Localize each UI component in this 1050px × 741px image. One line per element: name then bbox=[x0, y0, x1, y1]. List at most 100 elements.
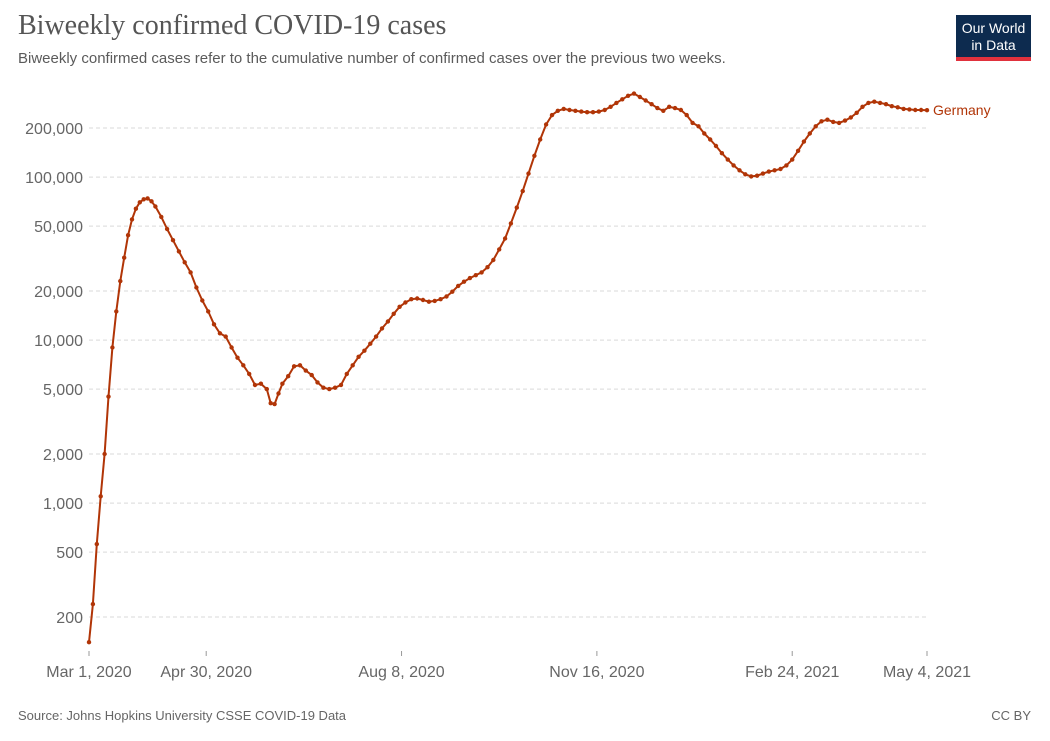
data-point[interactable] bbox=[866, 100, 871, 106]
data-point[interactable] bbox=[86, 640, 92, 645]
data-point[interactable] bbox=[538, 137, 543, 142]
data-point[interactable] bbox=[883, 102, 889, 107]
data-point[interactable] bbox=[211, 322, 217, 327]
data-point[interactable] bbox=[901, 106, 906, 112]
data-point[interactable] bbox=[118, 278, 123, 284]
data-point[interactable] bbox=[403, 300, 408, 305]
data-point[interactable] bbox=[637, 94, 643, 100]
data-point[interactable] bbox=[94, 541, 100, 547]
data-point[interactable] bbox=[137, 200, 142, 205]
data-point[interactable] bbox=[497, 247, 502, 252]
data-point[interactable] bbox=[373, 334, 379, 339]
data-point[interactable] bbox=[860, 104, 865, 110]
data-point[interactable] bbox=[895, 105, 900, 110]
data-point[interactable] bbox=[502, 236, 508, 241]
data-point[interactable] bbox=[303, 368, 308, 373]
data-point[interactable] bbox=[379, 326, 385, 331]
data-point[interactable] bbox=[385, 319, 391, 324]
data-point[interactable] bbox=[106, 394, 111, 399]
data-point[interactable] bbox=[444, 294, 449, 299]
data-point[interactable] bbox=[315, 380, 320, 385]
data-point[interactable] bbox=[573, 108, 578, 114]
data-point[interactable] bbox=[247, 371, 252, 377]
data-point[interactable] bbox=[102, 451, 107, 457]
data-point[interactable] bbox=[327, 386, 332, 392]
data-point[interactable] bbox=[790, 157, 795, 162]
data-point[interactable] bbox=[924, 108, 930, 113]
data-point[interactable] bbox=[526, 171, 531, 176]
data-point[interactable] bbox=[713, 143, 719, 149]
data-point[interactable] bbox=[514, 205, 519, 210]
data-point[interactable] bbox=[252, 382, 258, 388]
data-point[interactable] bbox=[836, 120, 842, 126]
data-point[interactable] bbox=[567, 107, 572, 113]
data-point[interactable] bbox=[149, 199, 154, 204]
data-point[interactable] bbox=[368, 341, 373, 346]
data-point[interactable] bbox=[772, 168, 777, 173]
data-point[interactable] bbox=[661, 108, 666, 114]
data-point[interactable] bbox=[473, 273, 478, 278]
data-point[interactable] bbox=[432, 298, 437, 304]
data-point[interactable] bbox=[280, 381, 285, 386]
data-point[interactable] bbox=[297, 363, 303, 368]
data-point[interactable] bbox=[450, 289, 455, 294]
data-point[interactable] bbox=[532, 153, 537, 158]
data-point[interactable] bbox=[678, 107, 684, 113]
data-point[interactable] bbox=[391, 311, 396, 316]
data-point[interactable] bbox=[508, 221, 514, 226]
series-label-germany[interactable]: Germany bbox=[933, 102, 991, 118]
data-point[interactable] bbox=[90, 601, 96, 607]
data-point[interactable] bbox=[217, 331, 223, 336]
data-point[interactable] bbox=[754, 173, 760, 178]
data-point[interactable] bbox=[420, 297, 426, 303]
data-point[interactable] bbox=[397, 304, 402, 309]
data-point[interactable] bbox=[415, 296, 420, 301]
data-point[interactable] bbox=[291, 364, 297, 369]
data-point[interactable] bbox=[590, 110, 596, 115]
data-point[interactable] bbox=[620, 97, 625, 102]
data-point[interactable] bbox=[719, 151, 725, 156]
data-point[interactable] bbox=[848, 115, 853, 120]
data-point[interactable] bbox=[655, 105, 660, 111]
data-point[interactable] bbox=[176, 249, 182, 254]
data-point[interactable] bbox=[596, 109, 601, 114]
data-point[interactable] bbox=[409, 297, 414, 302]
data-point[interactable] bbox=[543, 122, 549, 127]
data-point[interactable] bbox=[110, 345, 115, 350]
data-point[interactable] bbox=[321, 385, 326, 390]
data-point[interactable] bbox=[889, 104, 894, 109]
data-point[interactable] bbox=[842, 118, 848, 123]
data-point[interactable] bbox=[918, 107, 924, 113]
data-point[interactable] bbox=[520, 188, 525, 194]
data-point[interactable] bbox=[561, 106, 566, 112]
data-point[interactable] bbox=[760, 171, 766, 176]
data-point[interactable] bbox=[98, 494, 103, 499]
data-point[interactable] bbox=[188, 270, 193, 275]
data-point[interactable] bbox=[338, 382, 344, 388]
data-point[interactable] bbox=[584, 110, 590, 115]
data-point[interactable] bbox=[731, 163, 736, 168]
data-point[interactable] bbox=[549, 112, 555, 118]
data-point[interactable] bbox=[456, 283, 461, 289]
data-point[interactable] bbox=[258, 381, 264, 386]
data-point[interactable] bbox=[229, 345, 234, 350]
data-point[interactable] bbox=[749, 174, 754, 179]
data-point[interactable] bbox=[907, 107, 912, 112]
data-point[interactable] bbox=[825, 117, 830, 122]
data-point[interactable] bbox=[272, 401, 277, 407]
data-point[interactable] bbox=[438, 297, 443, 302]
data-point[interactable] bbox=[854, 110, 859, 116]
data-point[interactable] bbox=[164, 226, 170, 232]
data-point[interactable] bbox=[643, 98, 648, 103]
data-point[interactable] bbox=[159, 214, 164, 220]
data-point[interactable] bbox=[125, 233, 131, 238]
data-point[interactable] bbox=[114, 309, 119, 314]
data-point[interactable] bbox=[672, 105, 678, 111]
data-point[interactable] bbox=[702, 131, 707, 136]
data-point[interactable] bbox=[268, 401, 273, 406]
data-point[interactable] bbox=[649, 102, 654, 107]
data-point[interactable] bbox=[332, 385, 338, 390]
data-point[interactable] bbox=[555, 108, 560, 114]
data-point[interactable] bbox=[145, 196, 150, 201]
data-point[interactable] bbox=[461, 279, 467, 284]
